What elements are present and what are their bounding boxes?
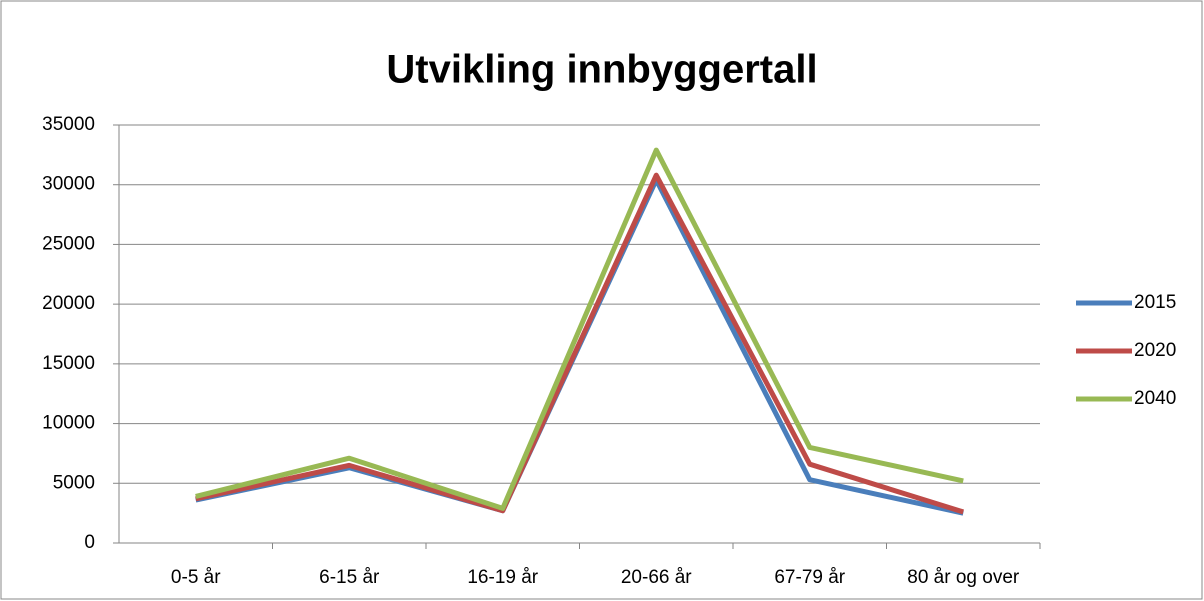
- series-line: [195, 147, 964, 511]
- y-tick-label: 5000: [53, 472, 95, 493]
- legend-label: 2015: [1134, 292, 1176, 313]
- legend-label: 2040: [1134, 388, 1176, 409]
- x-tick-label: 0-5 år: [171, 567, 221, 588]
- legend-label: 2020: [1134, 340, 1176, 361]
- x-tick-label: 80 år og over: [907, 567, 1020, 588]
- x-tick-label: 6-15 år: [319, 567, 380, 588]
- x-tick-label: 67-79 år: [774, 567, 845, 588]
- y-tick-label: 30000: [42, 174, 95, 195]
- y-tick-label: 25000: [42, 233, 95, 254]
- y-tick-label: 35000: [42, 114, 95, 135]
- y-tick-label: 20000: [42, 293, 95, 314]
- x-tick-label: 16-19 år: [467, 567, 538, 588]
- y-tick-label: 10000: [42, 413, 95, 434]
- series-line: [195, 172, 964, 515]
- chart-title: Utvikling innbyggertall: [386, 48, 817, 92]
- y-tick-label: 0: [84, 532, 95, 553]
- y-tick-label: 15000: [42, 353, 95, 374]
- x-tick-label: 20-66 år: [621, 567, 692, 588]
